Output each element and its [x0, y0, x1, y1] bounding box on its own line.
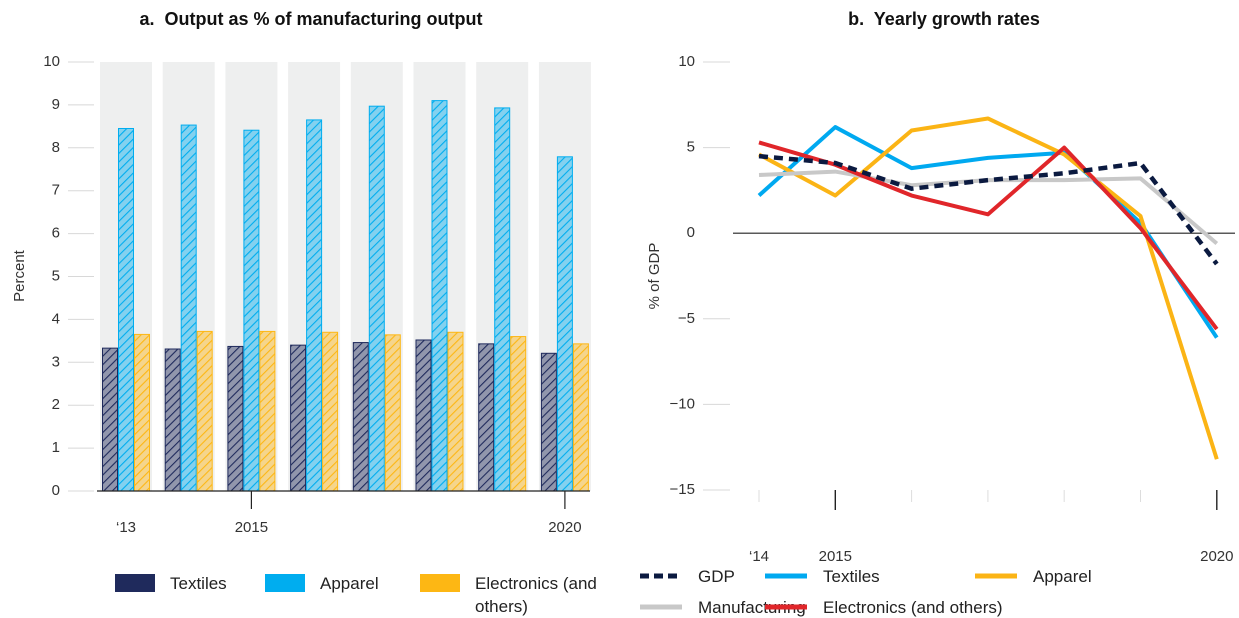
- bar: [384, 334, 401, 492]
- y-tick-label: 7: [52, 182, 60, 199]
- bar: [368, 105, 385, 492]
- y-axis-label: Percent: [11, 249, 28, 302]
- line: [758, 153, 1219, 266]
- line: [757, 125, 1219, 339]
- legend-item: Textiles: [765, 565, 880, 588]
- legend-item: Textiles: [115, 572, 290, 595]
- x-tick-label: ‘13: [116, 519, 136, 536]
- bar: [510, 336, 527, 492]
- legend-label: Apparel: [320, 574, 379, 593]
- legend-swatch: [115, 574, 155, 592]
- legend-label: Apparel: [1033, 567, 1092, 586]
- legend-item: Apparel: [265, 572, 440, 595]
- bar: [134, 333, 150, 492]
- bar: [227, 345, 244, 492]
- bar: [431, 100, 448, 492]
- legend-swatch: [420, 574, 460, 592]
- legend-swatch: [265, 574, 305, 592]
- bar: [478, 343, 495, 492]
- x-tick-label: 2020: [1200, 548, 1233, 565]
- bar: [352, 342, 369, 492]
- bar: [164, 348, 181, 492]
- y-tick-label: 9: [52, 96, 60, 113]
- legend-item: Electronics (and others): [765, 596, 1003, 618]
- bar: [306, 119, 323, 492]
- legend-item: Apparel: [975, 565, 1092, 588]
- bar: [447, 331, 464, 492]
- bar: [540, 352, 557, 492]
- legend-item: Manufacturing: [640, 596, 806, 618]
- y-tick-label: 6: [52, 225, 60, 242]
- bar: [118, 127, 134, 492]
- y-tick-label: 1: [52, 439, 60, 456]
- x-tick-label: 2015: [235, 519, 268, 536]
- legend-label: Electronics (and others): [823, 598, 1003, 617]
- legend-label: GDP: [698, 567, 735, 586]
- x-tick-label: 2020: [548, 519, 581, 536]
- bar: [243, 129, 260, 492]
- bar: [102, 347, 118, 492]
- x-tick-label: ‘14: [749, 548, 769, 565]
- bar: [572, 343, 589, 492]
- bar: [259, 330, 276, 492]
- bar: [322, 331, 339, 492]
- line: [758, 116, 1219, 460]
- legend-item: GDP: [640, 565, 735, 588]
- y-tick-label: 10: [678, 53, 695, 70]
- y-tick-label: 3: [52, 353, 60, 370]
- y-tick-label: −5: [678, 310, 695, 327]
- x-tick-label: 2015: [819, 548, 852, 565]
- y-tick-label: 5: [687, 139, 695, 156]
- bar: [290, 344, 307, 492]
- legend-label: Textiles: [823, 567, 880, 586]
- chart-title: a. Output as % of manufacturing output: [140, 9, 483, 29]
- legend-label: Electronics (and others): [475, 574, 597, 616]
- bar: [180, 124, 197, 492]
- y-tick-label: 2: [52, 396, 60, 413]
- legend-label: Textiles: [170, 574, 227, 593]
- y-tick-label: −15: [670, 481, 695, 498]
- chart-title: b. Yearly growth rates: [848, 9, 1040, 29]
- bar: [196, 330, 213, 492]
- bar: [415, 339, 432, 492]
- y-tick-label: 4: [52, 310, 60, 327]
- y-tick-label: 5: [52, 267, 60, 284]
- y-tick-label: 10: [43, 53, 60, 70]
- y-tick-label: 0: [52, 482, 60, 499]
- bar: [556, 156, 573, 492]
- y-tick-label: −10: [670, 395, 695, 412]
- y-tick-label: 0: [687, 224, 695, 241]
- bar: [494, 107, 511, 492]
- y-axis-label: % of GDP: [646, 243, 663, 310]
- y-tick-label: 8: [52, 139, 60, 156]
- legend-label: Manufacturing: [698, 598, 806, 617]
- legend-item: Electronics (and others): [420, 572, 605, 618]
